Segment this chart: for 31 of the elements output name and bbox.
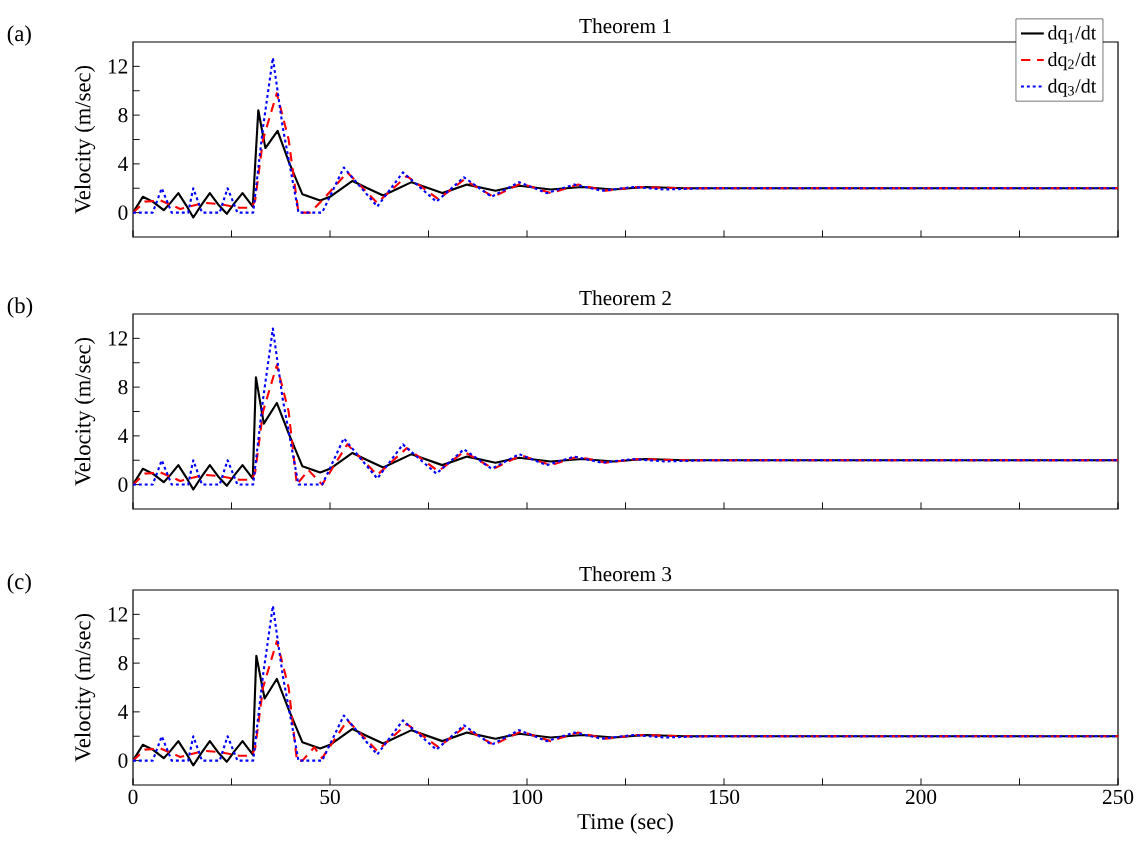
text: (b) <box>7 297 33 318</box>
y-tick-label: 4 <box>118 156 128 171</box>
y-axis-title: Velocity (m/sec) <box>74 65 96 214</box>
legend-label: dq$_{3}$/dt <box>1048 78 1097 97</box>
text: (a) <box>7 25 31 46</box>
x-tick-label: 50 <box>320 789 340 805</box>
x-tick-label: 250 <box>1102 789 1134 805</box>
y-axis-title: Velocity (m/sec) <box>74 337 96 486</box>
chart-title: Theorem 3 <box>579 566 672 582</box>
x-axis-title: Time (sec) <box>577 813 673 834</box>
y-tick-label: 12 <box>108 59 128 74</box>
y-axis-title: Velocity (m/sec) <box>74 613 96 762</box>
y-tick-label: 0 <box>118 477 128 492</box>
chart-title: Theorem 1 <box>579 18 671 34</box>
y-tick-label: 12 <box>108 331 128 346</box>
x-tick-label: 100 <box>512 789 543 805</box>
chart-title: Theorem 2 <box>579 290 671 306</box>
y-tick-label: 8 <box>118 107 128 123</box>
y-tick-label: 12 <box>108 607 128 622</box>
y-tick-label: 4 <box>118 704 128 719</box>
y-tick-label: 8 <box>118 379 128 395</box>
legend-label: dq$_{1}$/dt <box>1048 25 1097 44</box>
y-tick-label: 0 <box>118 753 128 768</box>
x-tick-label: 150 <box>709 789 740 805</box>
y-tick-label: 0 <box>118 205 128 220</box>
legend-label: dq$_{2}$/dt <box>1048 52 1097 71</box>
x-tick-label: 0 <box>128 789 138 805</box>
text: (c) <box>7 573 31 594</box>
y-tick-label: 4 <box>118 428 128 443</box>
y-tick-label: 8 <box>118 655 128 671</box>
x-tick-label: 200 <box>905 789 937 805</box>
